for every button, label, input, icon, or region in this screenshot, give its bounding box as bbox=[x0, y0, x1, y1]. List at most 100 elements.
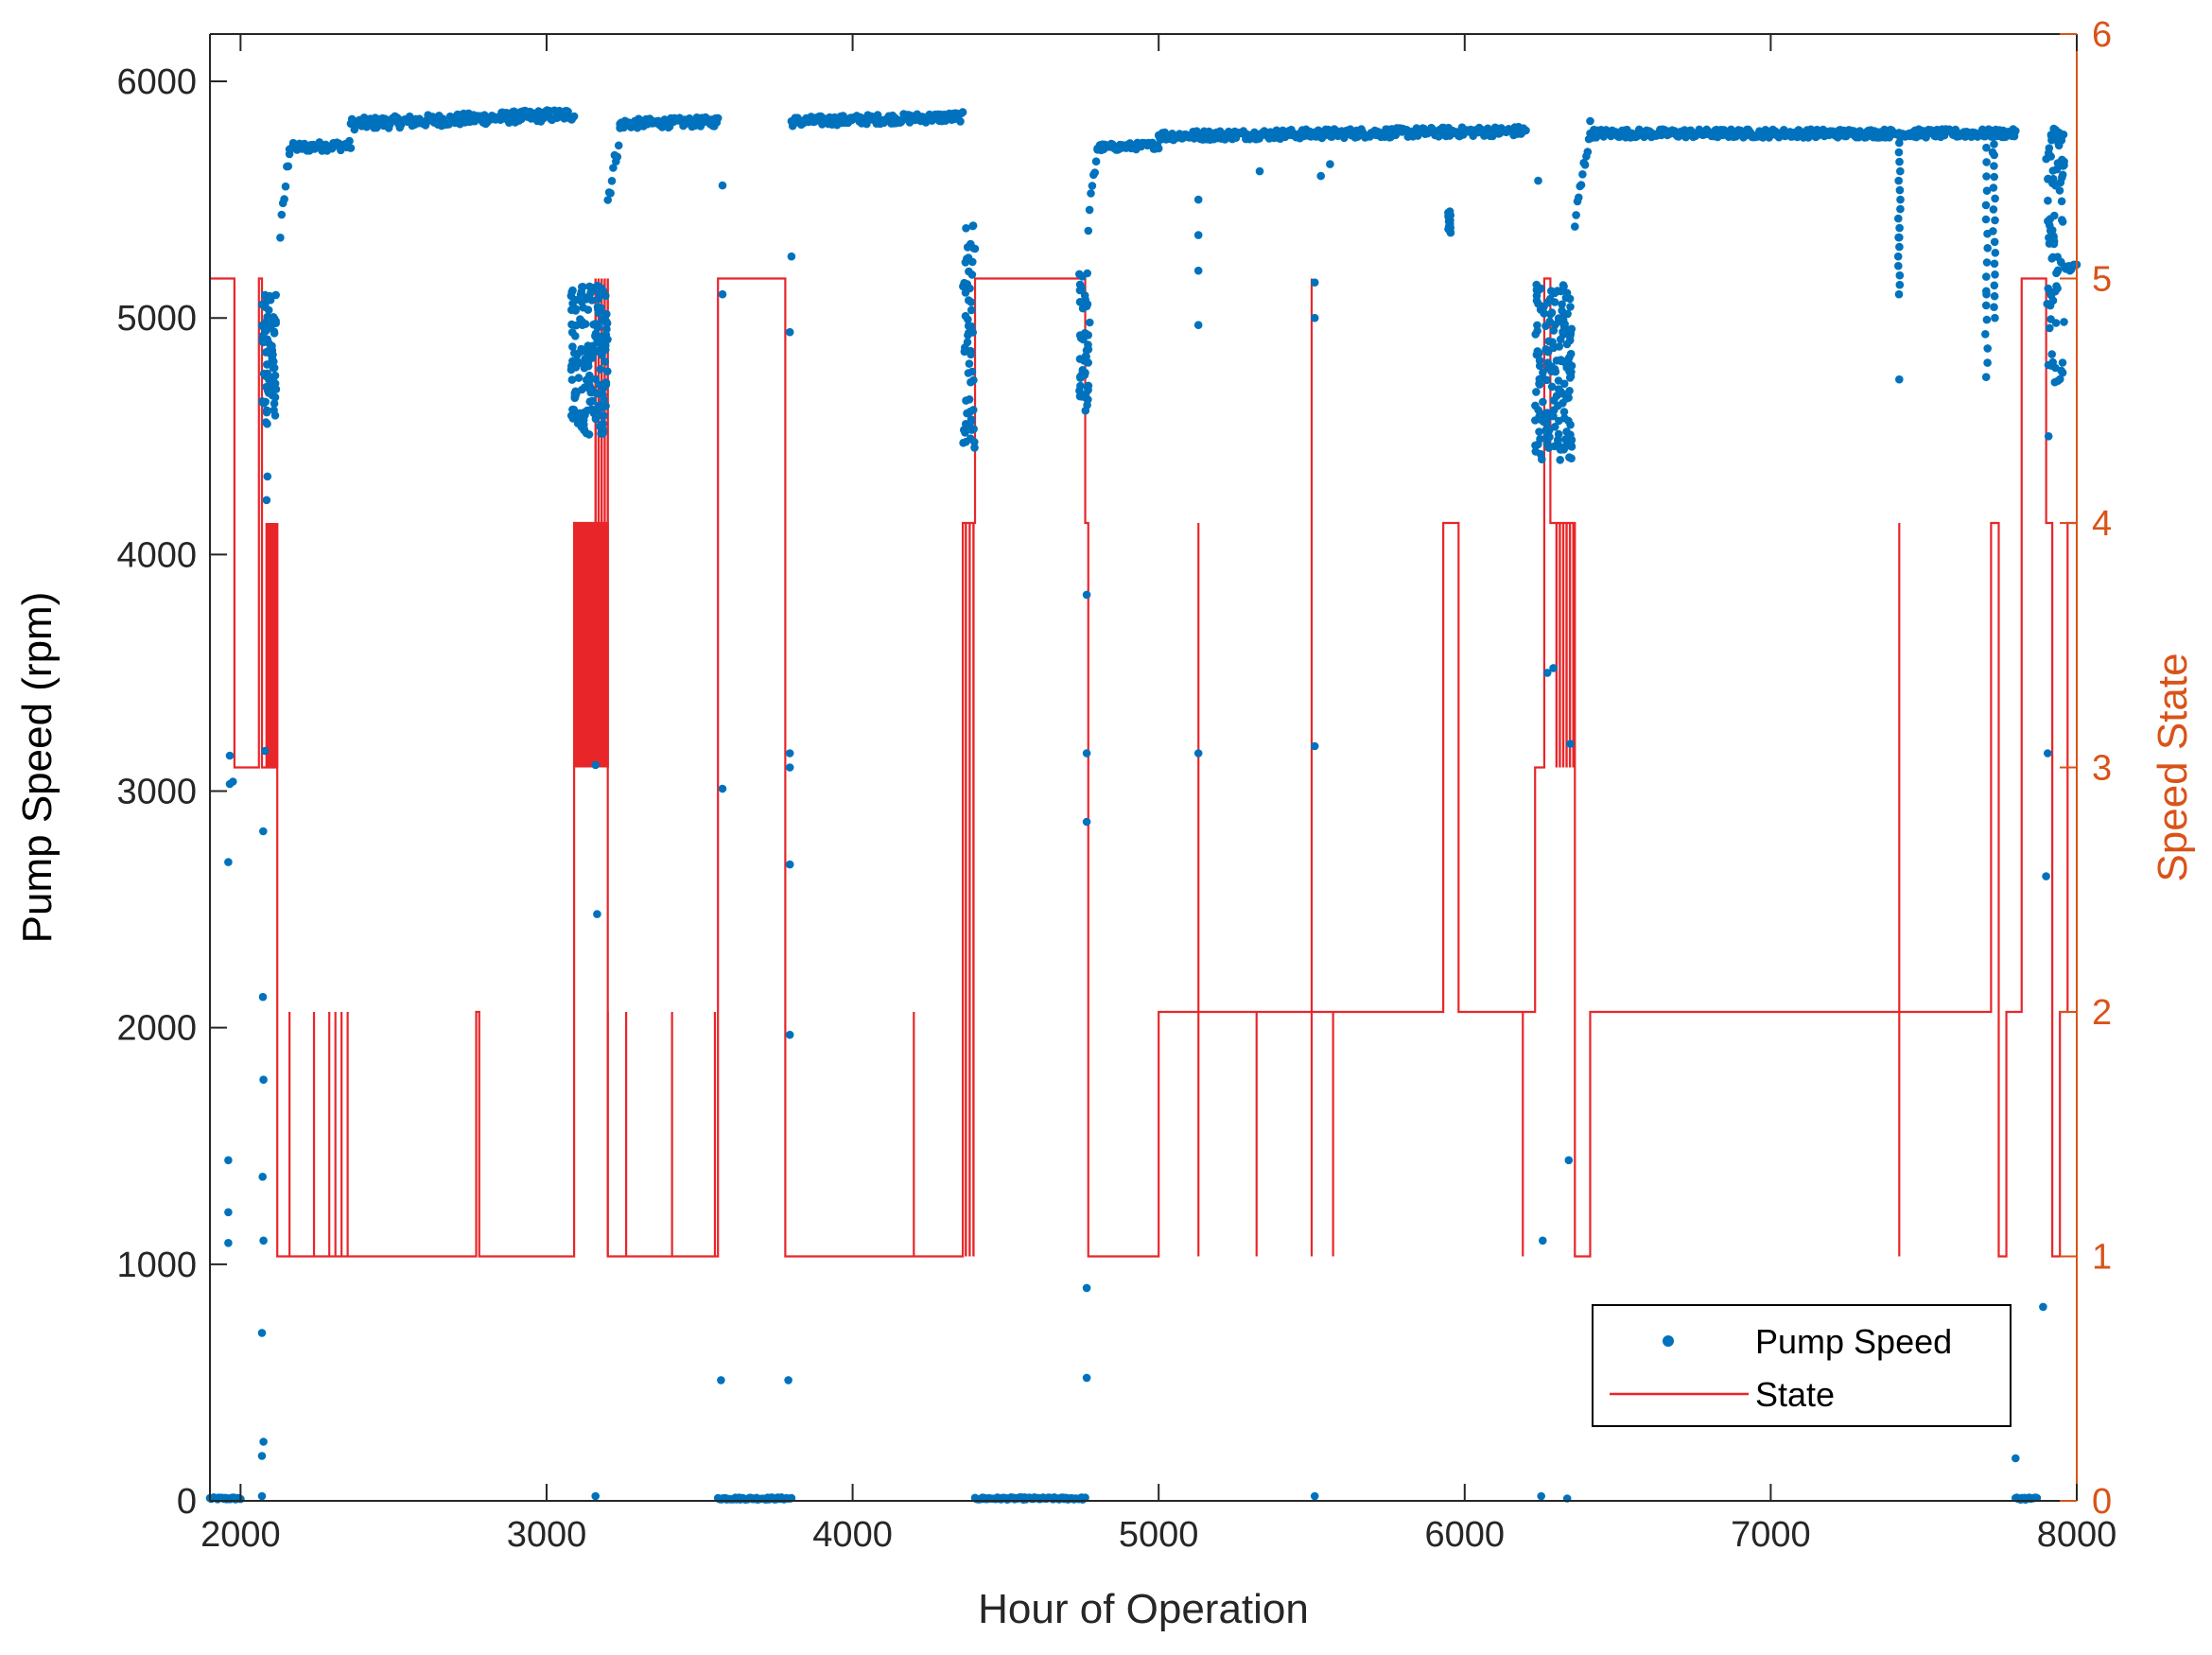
pump-speed-point bbox=[2046, 323, 2054, 333]
y-tick-label-right: 0 bbox=[2092, 1482, 2112, 1522]
pump-speed-point bbox=[1990, 237, 1999, 247]
pump-speed-point bbox=[1991, 216, 1999, 225]
pump-speed-point bbox=[965, 395, 974, 404]
pump-speed-point bbox=[1553, 287, 1562, 295]
pump-speed-point bbox=[259, 1236, 268, 1246]
pump-speed-point bbox=[264, 305, 273, 315]
pump-speed-point bbox=[1981, 301, 1991, 310]
pump-speed-point bbox=[592, 334, 601, 343]
pump-speed-point bbox=[270, 327, 279, 337]
pump-speed-point bbox=[718, 289, 727, 299]
pump-speed-point bbox=[1990, 172, 1998, 182]
pump-speed-point bbox=[269, 363, 278, 373]
pump-speed-point bbox=[1543, 412, 1552, 422]
pump-speed-point bbox=[224, 858, 233, 866]
pump-speed-point bbox=[1990, 259, 1999, 269]
pump-speed-point bbox=[602, 319, 612, 328]
pump-speed-point bbox=[597, 304, 605, 312]
legend-label-pump-speed: Pump Speed bbox=[1755, 1322, 1952, 1361]
legend: Pump Speed State bbox=[1592, 1304, 2012, 1427]
pump-speed-point bbox=[1540, 309, 1548, 318]
pump-speed-point bbox=[582, 295, 590, 304]
pump-speed-point bbox=[1534, 176, 1542, 185]
pump-speed-point bbox=[1549, 664, 1558, 672]
pump-speed-point bbox=[259, 399, 269, 408]
pump-speed-point bbox=[1082, 1373, 1091, 1383]
y-tick-label-right: 3 bbox=[2092, 749, 2112, 789]
pump-speed-point bbox=[1566, 330, 1575, 340]
pump-speed-point bbox=[1575, 193, 1583, 202]
pump-speed-point bbox=[570, 349, 579, 357]
pump-speed-point bbox=[1077, 392, 1087, 401]
pump-speed-point bbox=[578, 385, 586, 394]
pump-speed-point bbox=[1572, 211, 1580, 219]
pump-speed-point bbox=[260, 746, 270, 756]
pump-speed-point bbox=[591, 760, 600, 770]
y-tick-label-right: 4 bbox=[2092, 504, 2112, 544]
pump-speed-point bbox=[1154, 144, 1163, 153]
pump-speed-point bbox=[567, 320, 576, 329]
pump-speed-point bbox=[225, 751, 235, 760]
pump-speed-point bbox=[346, 144, 356, 152]
x-tick-label: 3000 bbox=[507, 1515, 587, 1555]
pump-speed-point bbox=[568, 414, 578, 423]
pump-speed-point bbox=[586, 350, 596, 359]
pump-speed-point bbox=[1559, 379, 1569, 389]
pump-speed-point bbox=[1084, 358, 1092, 367]
pump-speed-point bbox=[613, 152, 622, 162]
pump-speed-point bbox=[575, 409, 584, 419]
pump-speed-point bbox=[968, 257, 977, 267]
pump-speed-point bbox=[571, 306, 580, 315]
pump-speed-point bbox=[2055, 186, 2064, 195]
pump-speed-point bbox=[1895, 280, 1905, 289]
axes: 2000 3000 4000 5000 6000 7000 8000010002000300… bbox=[116, 15, 2116, 1555]
pump-speed-point bbox=[1895, 223, 1904, 233]
pump-speed-point bbox=[603, 367, 612, 376]
pump-speed-point bbox=[960, 347, 969, 357]
pump-speed-point bbox=[1586, 116, 1594, 126]
pump-speed-point bbox=[1547, 382, 1557, 392]
pump-speed-point bbox=[224, 1208, 233, 1217]
x-tick-label: 4000 bbox=[812, 1515, 893, 1555]
pump-speed-point bbox=[1982, 272, 1991, 281]
pump-speed-point bbox=[1535, 379, 1543, 389]
pump-speed-point bbox=[598, 343, 607, 352]
pump-speed-point bbox=[1990, 281, 1999, 290]
pump-speed-point bbox=[2045, 234, 2053, 242]
pump-speed-point bbox=[1193, 321, 1203, 330]
pump-speed-point bbox=[2039, 1302, 2047, 1312]
pump-speed-point bbox=[962, 224, 970, 233]
legend-marker-pump-speed bbox=[1663, 1335, 1674, 1347]
pump-speed-point bbox=[967, 416, 976, 426]
pump-speed-point bbox=[1547, 308, 1557, 317]
pump-speed-point bbox=[961, 258, 970, 267]
pump-speed-point bbox=[1542, 669, 1552, 677]
pump-speed-point bbox=[2047, 350, 2056, 358]
pump-speed-point bbox=[1537, 1491, 1545, 1501]
pump-speed-point bbox=[1545, 317, 1554, 326]
pump-speed-point bbox=[1549, 343, 1559, 353]
pump-speed-point bbox=[1446, 228, 1455, 237]
pump-speed-point bbox=[263, 316, 271, 325]
pump-speed-point bbox=[224, 1239, 233, 1247]
pump-speed-point bbox=[2045, 144, 2054, 152]
pump-speed-point bbox=[257, 1452, 267, 1460]
pump-speed-point bbox=[2060, 161, 2068, 169]
pump-speed-point bbox=[1893, 252, 1903, 261]
x-tick-label: 6000 bbox=[1425, 1515, 1506, 1555]
pump-speed-point bbox=[1988, 148, 1997, 157]
pump-speed-point bbox=[1536, 449, 1545, 459]
pump-speed-point bbox=[574, 374, 583, 382]
pump-speed-point bbox=[259, 369, 269, 378]
pump-speed-point bbox=[568, 363, 577, 372]
pump-speed-point bbox=[1272, 126, 1281, 135]
pump-speed-point bbox=[966, 407, 975, 416]
pump-speed-point bbox=[259, 827, 268, 836]
pump-speed-point bbox=[271, 290, 281, 300]
pump-speed-point bbox=[262, 292, 271, 302]
pump-speed-point bbox=[2042, 872, 2050, 880]
pump-speed-point bbox=[1539, 1236, 1547, 1246]
pump-speed-point bbox=[785, 860, 794, 869]
pump-speed-point bbox=[2047, 152, 2055, 161]
pump-speed-point bbox=[224, 1156, 233, 1165]
